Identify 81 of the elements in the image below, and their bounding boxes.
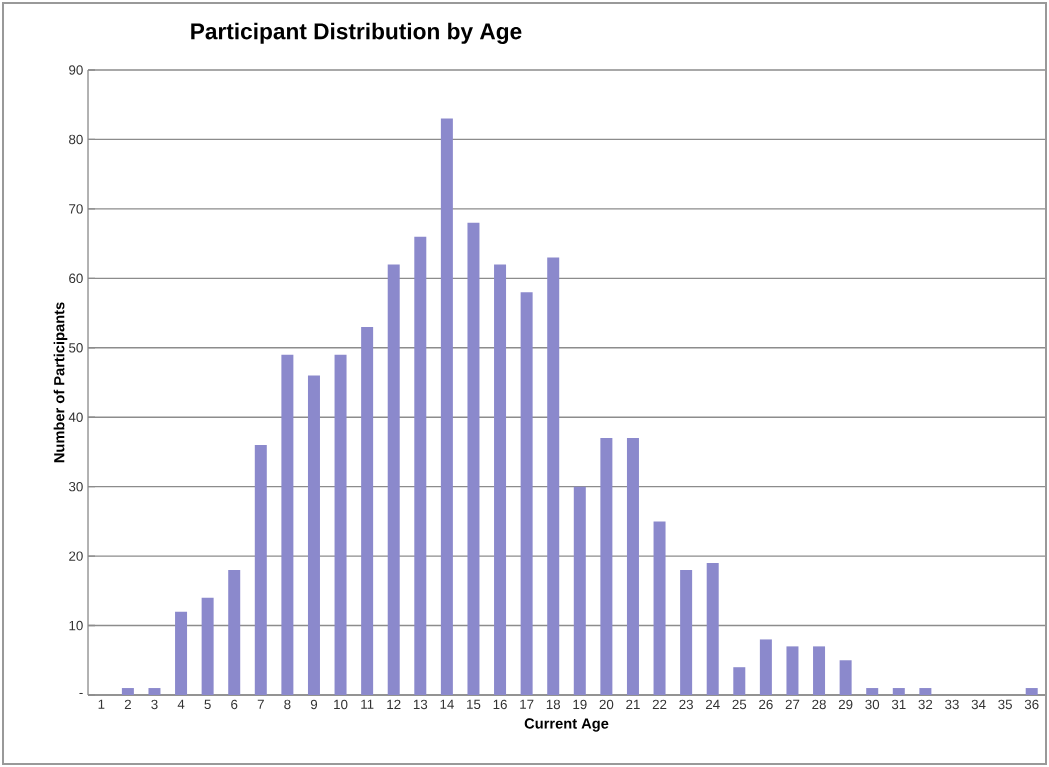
x-tick-label: 34: [971, 699, 986, 710]
y-tick-label: 20: [69, 551, 83, 561]
bar: [334, 354, 347, 695]
x-tick-label: 17: [520, 699, 534, 709]
x-tick-label: 27: [785, 699, 800, 709]
bar: [254, 444, 267, 695]
bar: [414, 236, 427, 695]
x-tick-label: 6: [231, 699, 238, 710]
x-tick-label: 28: [812, 699, 826, 710]
x-tick-label: 19: [573, 699, 587, 710]
bar: [839, 660, 852, 695]
chart-title: Participant Distribution by Age: [191, 22, 522, 44]
x-tick-label: 11: [361, 699, 374, 709]
bar: [919, 688, 932, 695]
x-tick-label: 20: [599, 699, 614, 710]
bar: [892, 688, 905, 695]
bar: [494, 264, 507, 695]
x-tick-label: 29: [838, 699, 853, 710]
x-tick-label: 3: [151, 699, 158, 710]
y-tick-label: 70: [69, 204, 83, 214]
y-tick-label: 60: [69, 273, 83, 284]
x-tick-label: 13: [413, 699, 428, 710]
x-tick-label: 18: [546, 699, 561, 710]
x-tick-label: 26: [759, 699, 773, 710]
x-tick-label: 24: [705, 699, 720, 709]
x-tick-label: 7: [257, 699, 264, 709]
x-tick-label: 12: [387, 699, 401, 709]
x-tick-label: 10: [334, 699, 348, 710]
x-tick-label: 1: [98, 699, 105, 709]
bar: [307, 375, 320, 695]
x-tick-label: 21: [626, 699, 640, 709]
bar: [467, 222, 480, 695]
x-tick-label: 33: [945, 699, 959, 710]
x-tick-label: 32: [918, 699, 933, 710]
x-tick-label: 5: [204, 699, 211, 709]
bar: [680, 569, 693, 695]
bar: [361, 326, 374, 695]
bar: [706, 563, 719, 695]
bar: [626, 438, 639, 695]
x-tick-label: 36: [1024, 699, 1039, 710]
y-tick-label: -: [79, 692, 83, 694]
bar: [786, 646, 799, 695]
bar: [228, 569, 241, 695]
y-tick-label: 90: [69, 65, 83, 75]
x-tick-label: 31: [891, 699, 906, 710]
y-tick-label: 50: [69, 343, 83, 353]
x-tick-label: 16: [493, 699, 507, 710]
bar: [387, 264, 400, 695]
x-tick-label: 22: [652, 699, 667, 709]
x-tick-label: 30: [865, 699, 880, 710]
bar: [653, 521, 666, 695]
bar: [547, 257, 560, 695]
x-tick-label: 4: [177, 699, 185, 709]
bar: [733, 667, 746, 695]
x-axis-title: Current Age: [524, 718, 609, 732]
bar: [148, 688, 161, 695]
bar: [813, 646, 826, 695]
y-tick-label: 10: [69, 620, 83, 631]
bar: [201, 597, 214, 695]
bar: [866, 688, 879, 695]
y-tick-label: 80: [69, 134, 83, 145]
bar: [281, 354, 294, 695]
y-tick-label: 40: [68, 412, 83, 422]
x-tick-label: 23: [679, 699, 693, 710]
bar: [759, 639, 772, 695]
bar: [440, 118, 453, 695]
bar: [520, 292, 533, 695]
x-tick-label: 2: [124, 699, 131, 709]
x-tick-label: 15: [467, 699, 481, 709]
x-tick-label: 14: [440, 699, 454, 709]
bar: [600, 438, 613, 695]
y-tick-label: 30: [68, 481, 83, 492]
bar: [1025, 688, 1038, 695]
bar: [573, 486, 586, 695]
x-tick-label: 9: [310, 699, 318, 710]
x-tick-label: 25: [732, 699, 747, 710]
bar: [121, 688, 134, 695]
x-tick-label: 35: [998, 699, 1012, 710]
y-axis-title: Number of Participants: [53, 302, 68, 463]
bar: [175, 611, 188, 695]
x-tick-label: 8: [284, 699, 291, 710]
